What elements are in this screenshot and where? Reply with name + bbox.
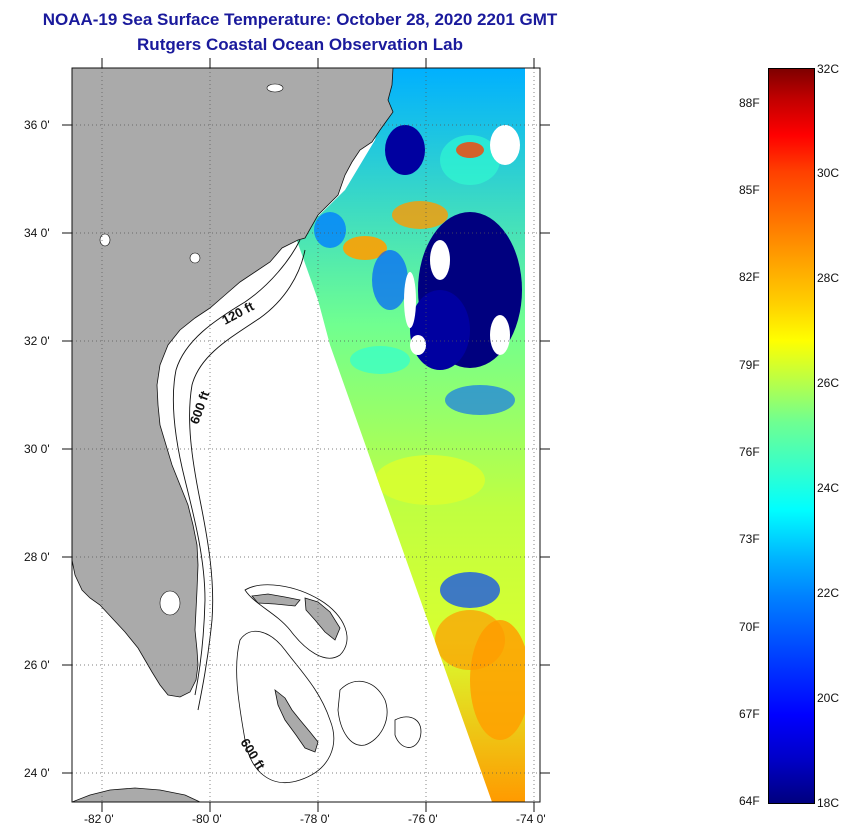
contour-bahamas [394, 716, 422, 748]
temperature-colorbar [768, 68, 815, 804]
cuba-landmass [72, 787, 201, 802]
lon-label: -80 0' [192, 812, 222, 826]
lat-label: 34 0' [24, 226, 50, 240]
colorbar-fahrenheit-label: 85F [739, 183, 760, 197]
colorbar-fahrenheit-label: 70F [739, 620, 760, 634]
map-title: NOAA-19 Sea Surface Temperature: October… [42, 10, 558, 29]
us-landmass [72, 68, 394, 698]
lon-label: -82 0' [84, 812, 114, 826]
colorbar-celsius-label: 22C [817, 586, 840, 600]
lat-label: 24 0' [24, 766, 50, 780]
contour-bahamas [244, 584, 348, 659]
map-subtitle: Rutgers Coastal Ocean Observation Lab [137, 35, 463, 54]
bahamas-island [304, 597, 341, 641]
colorbar-fahrenheit-label: 64F [739, 794, 760, 808]
lat-label: 26 0' [24, 658, 50, 672]
bahamas-island [251, 593, 301, 607]
lat-label: 30 0' [24, 442, 50, 456]
contour-bahamas [337, 681, 388, 746]
colorbar-celsius-label: 28C [817, 271, 840, 285]
colorbar-celsius-label: 20C [817, 691, 840, 705]
map-plot-area: 120 ft 600 ft 600 ft [72, 68, 540, 802]
colorbar-fahrenheit-label: 76F [739, 445, 760, 459]
contour-600ft [189, 249, 306, 711]
lon-label: -78 0' [300, 812, 330, 826]
map-frame [71, 67, 541, 803]
lat-label: 36 0' [24, 118, 50, 132]
bahamas-island [274, 689, 319, 753]
colorbar-celsius-label: 24C [817, 481, 840, 495]
lon-label: -74 0' [516, 812, 546, 826]
colorbar-fahrenheit-label: 73F [739, 532, 760, 546]
contour-bahamas [236, 630, 335, 783]
colorbar-celsius-label: 30C [817, 166, 840, 180]
lat-label: 28 0' [24, 550, 50, 564]
colorbar-celsius-label: 32C [817, 62, 840, 76]
colorbar-celsius-label: 18C [817, 796, 840, 810]
colorbar-celsius-label: 26C [817, 376, 840, 390]
colorbar-fahrenheit-label: 82F [739, 270, 760, 284]
contour-120ft [172, 239, 301, 696]
colorbar-fahrenheit-label: 67F [739, 707, 760, 721]
colorbar-fahrenheit-label: 79F [739, 358, 760, 372]
axis-ticks [62, 58, 550, 812]
colorbar-fahrenheit-label: 88F [739, 96, 760, 110]
lon-label: -76 0' [408, 812, 438, 826]
lat-label: 32 0' [24, 334, 50, 348]
